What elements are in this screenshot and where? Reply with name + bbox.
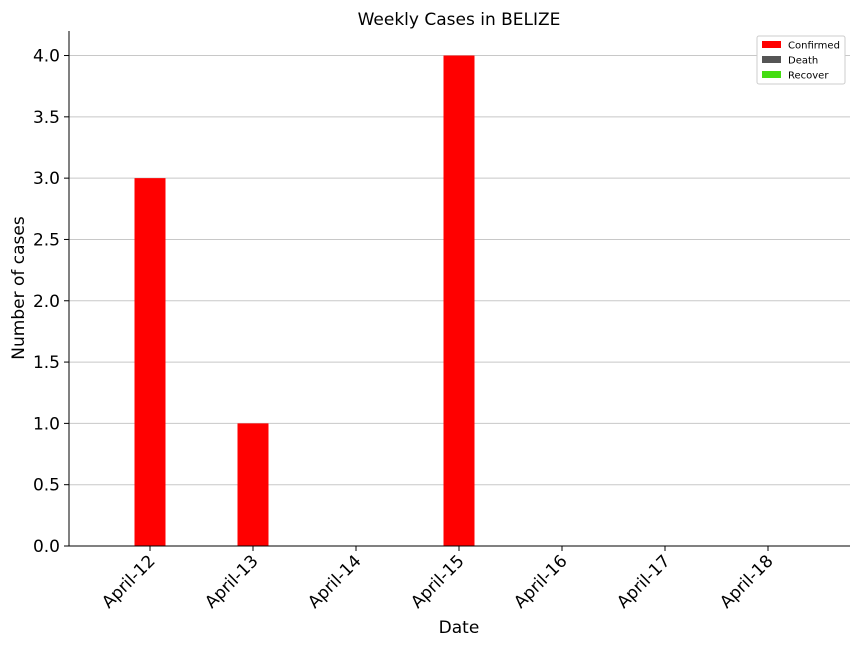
x-tick-label: April-17 bbox=[613, 551, 674, 612]
legend-swatch-recover bbox=[762, 71, 781, 78]
bar-confirmed-april-13 bbox=[237, 423, 269, 546]
x-tick-label: April-16 bbox=[510, 551, 571, 612]
y-tick-label: 1.0 bbox=[33, 414, 60, 434]
legend-label-death: Death bbox=[788, 56, 818, 67]
y-tick-label: 3.0 bbox=[33, 169, 60, 189]
y-ticks: 0.0 0.5 1.0 1.5 2.0 2.5 3.0 3.5 4.0 bbox=[33, 47, 69, 557]
legend-swatch-death bbox=[762, 56, 781, 63]
x-ticks: April-12 April-13 April-14 April-15 April-16… bbox=[98, 546, 778, 613]
x-tick-label: April-18 bbox=[716, 551, 777, 612]
x-tick-label: April-13 bbox=[201, 551, 262, 612]
x-tick-label: April-14 bbox=[304, 551, 365, 612]
x-tick-label: April-15 bbox=[407, 551, 468, 612]
y-tick-label: 2.5 bbox=[33, 230, 60, 250]
y-axis-label: Number of cases bbox=[9, 216, 29, 360]
bars bbox=[134, 55, 475, 547]
legend: Confirmed Death Recover bbox=[756, 35, 846, 85]
legend-label-recover: Recover bbox=[788, 71, 829, 82]
y-tick-label: 0.5 bbox=[33, 476, 60, 496]
y-tick-label: 0.0 bbox=[33, 537, 60, 557]
legend-swatch-confirmed bbox=[762, 41, 781, 48]
x-axis-label: Date bbox=[439, 618, 480, 638]
y-tick-label: 1.5 bbox=[33, 353, 60, 373]
y-tick-label: 2.0 bbox=[33, 292, 60, 312]
bar-confirmed-april-12 bbox=[134, 178, 166, 546]
legend-label-confirmed: Confirmed bbox=[788, 41, 840, 52]
bar-confirmed-april-15 bbox=[443, 55, 475, 547]
chart-title: Weekly Cases in BELIZE bbox=[358, 10, 561, 30]
x-tick-label: April-12 bbox=[98, 551, 159, 612]
y-tick-label: 4.0 bbox=[33, 47, 60, 67]
y-tick-label: 3.5 bbox=[33, 108, 60, 128]
